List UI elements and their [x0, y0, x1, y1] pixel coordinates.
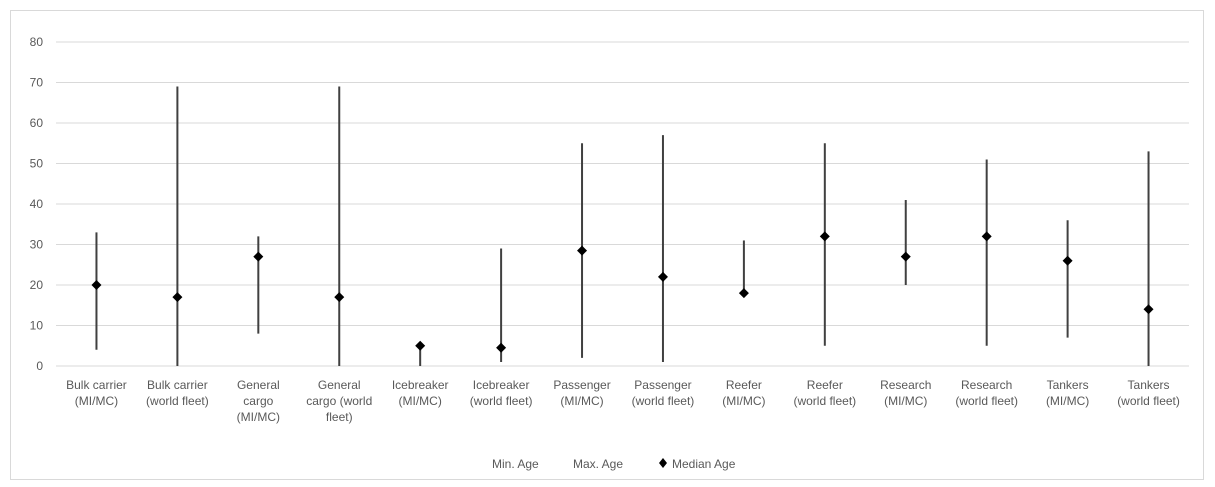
median-age-marker — [577, 245, 588, 256]
x-category-label: (world fleet) — [470, 394, 533, 408]
y-tick-label: 80 — [30, 35, 44, 49]
median-age-marker — [415, 340, 426, 351]
x-category-label: Reefer — [726, 378, 762, 392]
median-age-marker — [496, 342, 507, 353]
x-category-label: cargo (world — [306, 394, 372, 408]
y-tick-label: 60 — [30, 116, 44, 130]
median-age-marker — [1062, 255, 1073, 266]
median-age-marker — [738, 288, 749, 299]
median-age-marker — [819, 231, 830, 242]
x-category-label: Icebreaker — [473, 378, 530, 392]
x-category-label: Reefer — [807, 378, 843, 392]
x-category-label: Icebreaker — [392, 378, 449, 392]
median-markers — [91, 231, 1154, 353]
y-tick-label: 30 — [30, 238, 44, 252]
x-category-label: cargo — [243, 394, 273, 408]
x-category-label: Passenger — [553, 378, 610, 392]
x-category-label: (MI/MC) — [722, 394, 765, 408]
legend-median-marker — [659, 458, 667, 468]
y-tick-label: 70 — [30, 76, 44, 90]
x-category-label: (MI/MC) — [399, 394, 442, 408]
y-tick-label: 10 — [30, 319, 44, 333]
x-category-label: Passenger — [634, 378, 691, 392]
median-age-marker — [657, 271, 668, 282]
y-tick-label: 20 — [30, 278, 44, 292]
y-tick-label: 0 — [36, 359, 43, 373]
y-tick-label: 50 — [30, 157, 44, 171]
y-tick-label: 40 — [30, 197, 44, 211]
median-age-marker — [91, 280, 102, 290]
x-category-label: (MI/MC) — [1046, 394, 1089, 408]
x-category-label: (MI/MC) — [237, 410, 280, 424]
x-category-label: (world fleet) — [146, 394, 209, 408]
median-age-marker — [981, 231, 992, 242]
x-category-label: (world fleet) — [1117, 394, 1180, 408]
median-age-marker — [334, 292, 345, 303]
median-age-marker — [172, 292, 183, 303]
x-category-label: (world fleet) — [632, 394, 695, 408]
x-category-label: Bulk carrier — [66, 378, 127, 392]
legend-max-age: Max. Age — [573, 457, 623, 471]
x-category-label: (world fleet) — [955, 394, 1018, 408]
median-age-marker — [253, 251, 264, 262]
legend: Min. Age Max. Age Median Age — [492, 457, 736, 471]
y-axis-tick-labels: 0 10 20 30 40 50 60 70 80 — [30, 35, 44, 373]
median-age-marker — [1143, 304, 1154, 315]
x-category-label: (MI/MC) — [884, 394, 927, 408]
x-category-label: Tankers — [1047, 378, 1089, 392]
x-category-label: General — [318, 378, 361, 392]
x-category-label: Research — [961, 378, 1012, 392]
x-category-label: (MI/MC) — [560, 394, 603, 408]
x-category-label: (world fleet) — [793, 394, 856, 408]
x-axis-category-labels: Bulk carrier (MI/MC) Bulk carrier (world fl… — [66, 378, 1180, 424]
x-category-label: Research — [880, 378, 931, 392]
x-category-label: fleet) — [326, 410, 353, 424]
legend-min-age: Min. Age — [492, 457, 539, 471]
x-category-label: Bulk carrier — [147, 378, 208, 392]
x-category-label: (MI/MC) — [75, 394, 118, 408]
age-range-lines — [95, 86, 1150, 366]
gridlines — [56, 41, 1189, 367]
x-category-label: Tankers — [1128, 378, 1170, 392]
x-category-label: General — [237, 378, 280, 392]
median-age-marker — [900, 251, 911, 262]
legend-median-age: Median Age — [672, 457, 736, 471]
